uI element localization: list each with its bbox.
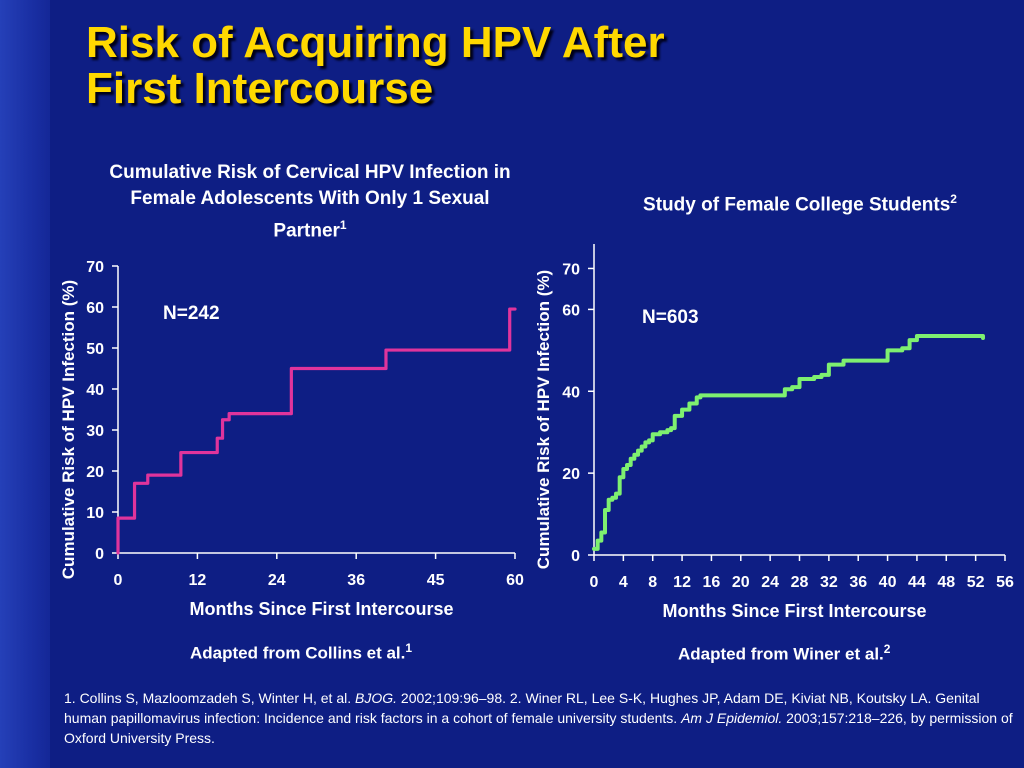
slide-sidebar-band: [0, 0, 50, 768]
left-chart-title-superscript: 1: [339, 218, 347, 232]
chart2-y-tick-label: 60: [562, 302, 580, 319]
chart2-x-tick-label: 52: [967, 574, 985, 591]
chart2-x-tick-label: 16: [703, 574, 721, 591]
chart2-x-tick-label: 56: [996, 574, 1014, 591]
chart1-series-line-1: [116, 307, 517, 555]
ref1-journal: BJOG.: [355, 690, 398, 706]
slide-title: Risk of Acquiring HPV After First Interc…: [86, 20, 665, 112]
chart2-x-tick-label: 12: [673, 574, 691, 591]
chart1-y-tick-label: 40: [86, 382, 104, 399]
left-credit-text: Adapted from Collins et al.: [190, 643, 406, 663]
references-footnote: 1. Collins S, Mazloomzadeh S, Winter H, …: [64, 688, 1014, 748]
ref2-journal: Am J Epidemiol.: [681, 710, 783, 726]
right-chart-title: Study of Female College Students2: [620, 186, 980, 218]
chart1-sample-size-annotation: N=242: [163, 303, 220, 324]
chart1-y-tick-label: 20: [86, 464, 104, 481]
chart1-y-tick-label: 30: [86, 423, 104, 440]
chart2-y-tick-label: 70: [562, 261, 580, 278]
right-credit-text: Adapted from Winer et al.: [678, 644, 884, 664]
right-chart-credit: Adapted from Winer et al.2: [678, 642, 890, 665]
chart2-x-tick-label: 20: [732, 574, 750, 591]
chart2-x-tick-label: 40: [879, 574, 897, 591]
chart1-y-tick-label: 10: [86, 505, 104, 522]
chart2-x-tick-label: 24: [761, 574, 779, 591]
chart1-y-tick-label: 70: [86, 259, 104, 276]
chart1-x-tick-label: 24: [268, 572, 286, 589]
chart1-y-tick-label: 50: [86, 341, 104, 358]
chart2-y-tick-label: 40: [562, 384, 580, 401]
chart2-x-tick-label: 36: [849, 574, 867, 591]
chart2-y-tick-label: 20: [562, 466, 580, 483]
chart2-x-tick-label: 0: [590, 574, 599, 591]
slide-title-line2: First Intercourse: [86, 64, 434, 113]
chart2-x-tick-label: 8: [648, 574, 657, 591]
chart2-x-tick-label: 32: [820, 574, 838, 591]
ref1-text: 1. Collins S, Mazloomzadeh S, Winter H, …: [64, 690, 355, 706]
chart2-x-tick-label: 4: [619, 574, 628, 591]
chart1-x-tick-label: 60: [506, 572, 524, 589]
chart1-x-axis-label: Months Since First Intercourse: [189, 599, 453, 619]
chart2-x-axis-label: Months Since First Intercourse: [662, 601, 926, 621]
chart2-y-tick-label: 0: [571, 548, 580, 565]
chart1-x-tick-label: 36: [347, 572, 365, 589]
chart2-y-axis-label: Cumulative Risk of HPV Infection (%): [534, 270, 553, 569]
ref2-tail-text: 2003;157:218–226, by permission of Oxfor…: [64, 710, 1013, 746]
chart1-x-tick-label: 0: [114, 572, 123, 589]
ref1-ref2-text: 2002;109:96–98. 2. Winer RL, Lee S-K, Hu…: [64, 690, 980, 726]
left-chart-title: Cumulative Risk of Cervical HPV Infectio…: [100, 160, 520, 244]
chart1-y-tick-label: 60: [86, 300, 104, 317]
right-chart-title-superscript: 2: [950, 192, 957, 206]
chart1-x-tick-label: 45: [427, 572, 445, 589]
left-credit-superscript: 1: [405, 641, 413, 655]
chart1-y-axis-label: Cumulative Risk of HPV Infection (%): [59, 280, 78, 579]
chart2-x-tick-label: 48: [937, 574, 955, 591]
right-credit-superscript: 2: [883, 642, 891, 656]
chart1-x-tick-label: 12: [189, 572, 207, 589]
chart2-x-tick-label: 28: [791, 574, 809, 591]
chart2-series-line-1: [592, 334, 985, 551]
chart2-x-tick-label: 44: [908, 574, 926, 591]
left-chart-title-text: Cumulative Risk of Cervical HPV Infectio…: [109, 162, 511, 242]
right-chart-title-text: Study of Female College Students: [643, 194, 951, 216]
left-chart-credit: Adapted from Collins et al.1: [190, 641, 412, 664]
chart1-y-tick-label: 0: [95, 546, 104, 563]
chart2-sample-size-annotation: N=603: [642, 307, 699, 328]
slide-title-line1: Risk of Acquiring HPV After: [86, 18, 665, 67]
